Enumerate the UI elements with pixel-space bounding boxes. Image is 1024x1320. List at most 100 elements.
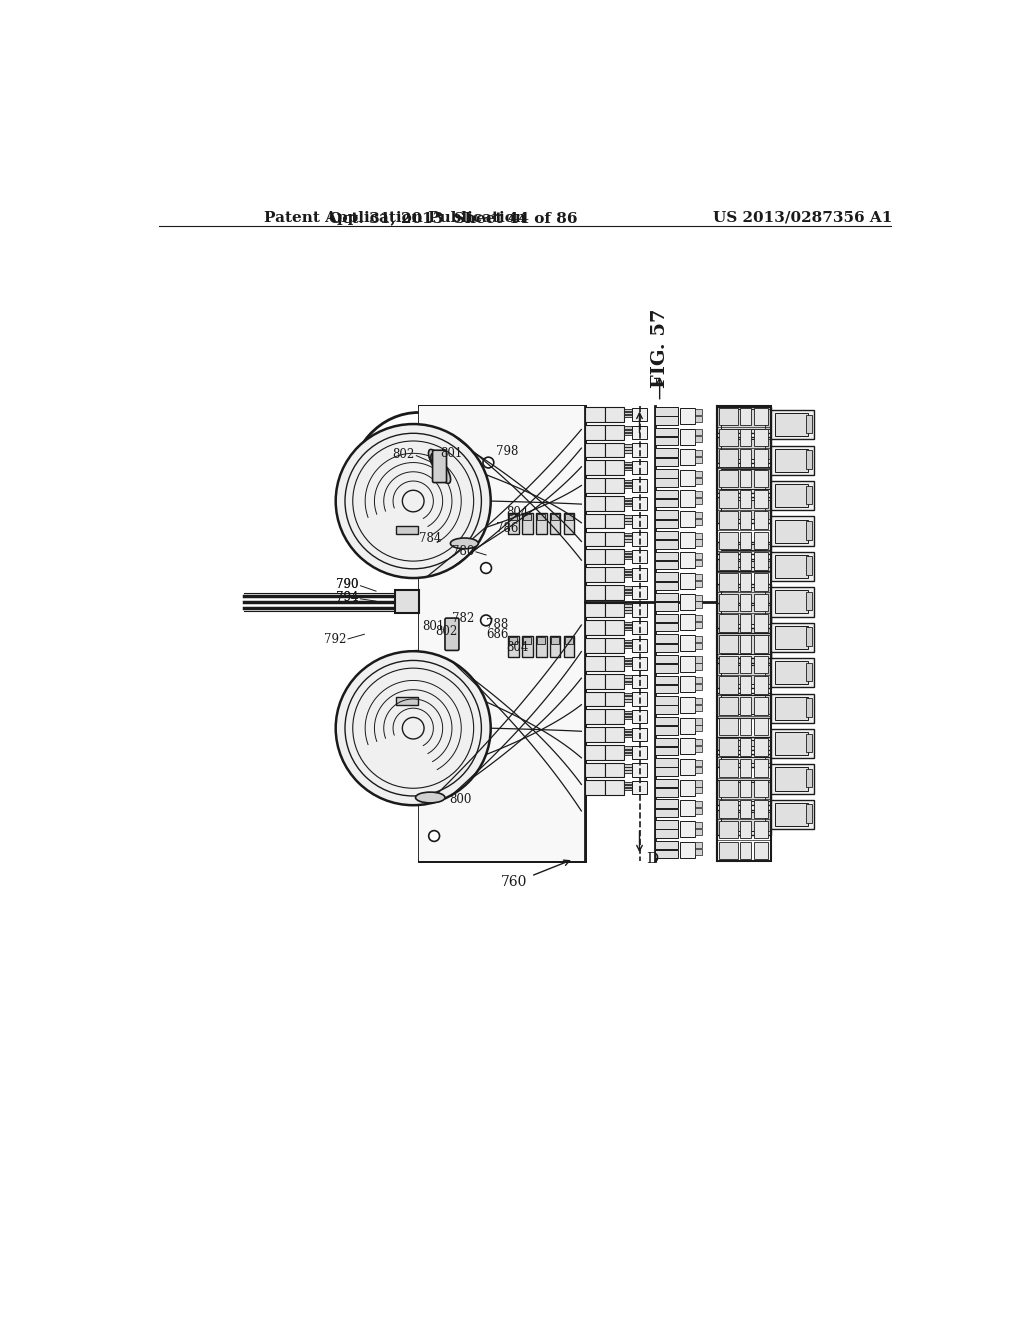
Bar	[624, 788, 632, 791]
Bar	[695, 602, 701, 607]
Bar	[680, 780, 695, 796]
Bar	[680, 656, 695, 672]
Bar	[695, 808, 701, 814]
Bar	[721, 499, 766, 519]
Bar	[695, 767, 701, 772]
Bar	[655, 428, 678, 436]
Text: 760: 760	[501, 875, 527, 890]
Bar	[695, 574, 701, 579]
Bar	[624, 500, 632, 503]
Bar	[604, 620, 624, 635]
Bar	[655, 490, 678, 498]
Bar	[655, 449, 678, 457]
Bar	[765, 440, 770, 459]
Bar	[717, 738, 771, 750]
Bar	[624, 764, 632, 767]
Bar	[755, 491, 768, 508]
Bar	[717, 780, 771, 805]
Bar	[655, 747, 678, 755]
Bar	[624, 586, 632, 589]
Bar	[586, 603, 604, 618]
Bar	[604, 513, 624, 528]
Bar	[632, 461, 647, 474]
Bar	[717, 407, 771, 861]
Bar	[717, 693, 771, 718]
Bar	[624, 572, 632, 574]
Bar	[755, 842, 768, 859]
Bar	[740, 821, 751, 838]
Bar	[719, 656, 738, 673]
Bar	[680, 842, 695, 858]
Bar	[396, 697, 418, 705]
Bar	[740, 449, 751, 467]
Text: 790: 790	[337, 578, 359, 591]
Bar	[624, 729, 632, 731]
Bar	[536, 636, 547, 657]
Bar	[740, 614, 751, 632]
Bar	[719, 408, 738, 425]
Bar	[771, 659, 814, 688]
Bar	[695, 739, 701, 746]
Text: 801: 801	[440, 446, 463, 459]
Bar	[624, 479, 632, 482]
Text: 802: 802	[435, 626, 458, 639]
Bar	[721, 756, 766, 763]
Bar	[624, 771, 632, 772]
Bar	[604, 744, 624, 759]
Bar	[765, 812, 770, 832]
Bar	[680, 614, 695, 631]
Bar	[719, 470, 738, 487]
Bar	[624, 569, 632, 572]
Bar	[655, 738, 678, 746]
Bar	[755, 532, 768, 549]
Bar	[695, 705, 701, 711]
Bar	[717, 614, 771, 640]
Bar	[740, 759, 751, 776]
Text: 792: 792	[325, 634, 346, 647]
Bar	[721, 586, 766, 606]
Text: 786: 786	[496, 521, 518, 535]
Bar	[806, 557, 812, 576]
Bar	[632, 622, 647, 635]
Bar	[604, 496, 624, 511]
Bar	[586, 763, 604, 777]
Bar	[655, 582, 678, 590]
Bar	[655, 614, 678, 622]
Bar	[624, 414, 632, 417]
Bar	[765, 665, 770, 684]
Bar	[717, 755, 771, 767]
Bar	[655, 664, 678, 673]
Bar	[604, 442, 624, 457]
Bar	[775, 697, 809, 719]
Bar	[655, 458, 678, 466]
Bar	[680, 470, 695, 486]
Bar	[695, 780, 701, 787]
Bar	[586, 532, 604, 546]
Bar	[604, 780, 624, 795]
Bar	[632, 746, 647, 759]
Bar	[806, 698, 812, 717]
Bar	[721, 561, 766, 568]
Bar	[765, 647, 770, 665]
Bar	[624, 433, 632, 434]
Bar	[719, 429, 738, 446]
Bar	[419, 407, 586, 602]
Bar	[806, 804, 812, 822]
Bar	[695, 787, 701, 793]
Bar	[632, 675, 647, 688]
Bar	[624, 628, 632, 631]
Bar	[695, 829, 701, 834]
Bar	[632, 639, 647, 652]
Bar	[765, 696, 770, 714]
Bar	[604, 673, 624, 689]
Bar	[550, 636, 560, 657]
Bar	[604, 639, 624, 653]
Bar	[586, 780, 604, 795]
Text: Oct. 31, 2013  Sheet 44 of 86: Oct. 31, 2013 Sheet 44 of 86	[330, 211, 578, 224]
Bar	[775, 413, 809, 437]
Bar	[695, 436, 701, 442]
Bar	[604, 603, 624, 618]
Bar	[771, 764, 814, 793]
Bar	[563, 512, 574, 535]
Bar	[624, 643, 632, 645]
